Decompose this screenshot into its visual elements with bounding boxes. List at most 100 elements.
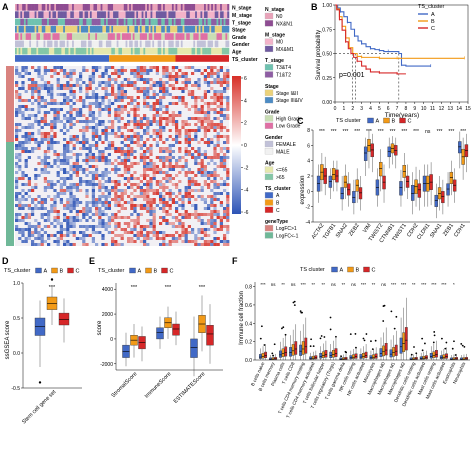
heatmap-cell: [47, 171, 51, 174]
heatmap-cell: [117, 189, 121, 192]
heatmap-cell: [171, 192, 175, 195]
track-label: Grade: [232, 35, 247, 41]
heatmap-cell: [72, 93, 76, 96]
emt-tgfb1-b-box: [331, 168, 336, 181]
heatmap-cell: [40, 204, 44, 207]
annotation-tracks: [15, 4, 230, 62]
track-cell: [163, 47, 166, 55]
heatmap-cell: [15, 108, 19, 111]
track-cell: [100, 25, 103, 33]
heatmap-cell: [136, 69, 140, 72]
immune-ylabel: Immune cell fraction: [239, 291, 245, 345]
emt-significance: ***: [354, 129, 360, 135]
track-cell: [80, 40, 84, 48]
emt-significance: ***: [460, 129, 466, 135]
heatmap-cell: [168, 213, 172, 216]
heatmap-cell: [171, 66, 175, 69]
track-cell: [118, 40, 121, 48]
heatmap-cell: [168, 120, 172, 123]
heatmap-cell: [152, 177, 156, 180]
heatmap-cell: [47, 147, 51, 150]
track-cell: [161, 4, 164, 11]
heatmap-cell: [219, 96, 223, 99]
immune-cell-17-b-box: [432, 351, 436, 358]
heatmap-cell: [175, 66, 179, 69]
heatmap-cell: [191, 90, 195, 93]
heatmap-cell: [213, 129, 217, 132]
track-cell: [116, 40, 119, 48]
track-cell: [134, 40, 137, 48]
heatmap-cell: [69, 150, 73, 153]
heatmap-cell: [66, 72, 70, 75]
heatmap-cell: [91, 120, 95, 123]
heatmap-cell: [72, 216, 76, 219]
track-cell: [82, 11, 85, 18]
heatmap-cell: [24, 213, 28, 216]
heatmap-cell: [133, 189, 137, 192]
heatmap-cell: [27, 183, 31, 186]
track-cell: [202, 4, 205, 11]
heatmap-cell: [104, 132, 108, 135]
heatmap-cell: [165, 117, 169, 120]
heatmap-cell: [155, 114, 159, 117]
track-cell: [113, 25, 116, 33]
heatmap-cell: [168, 180, 172, 183]
legend-swatch: [67, 267, 74, 274]
track-cell: [114, 33, 117, 40]
heatmap-cell: [104, 174, 108, 177]
track-cell: [157, 4, 160, 11]
heatmap-cell: [146, 138, 150, 141]
track-cell: [39, 11, 43, 18]
heatmap-cell: [66, 147, 70, 150]
heatmap-cell: [216, 99, 220, 102]
track-cell: [166, 18, 169, 26]
immune-significance: ***: [391, 282, 397, 287]
heatmap-cell: [24, 165, 28, 168]
track-cell: [116, 47, 119, 55]
heatmap-cell: [24, 240, 28, 243]
heatmap-cell: [130, 81, 134, 84]
heatmap-cell: [187, 141, 191, 144]
heatmap-cell: [63, 159, 67, 162]
track-cell: [100, 4, 103, 11]
heatmap-cell: [123, 216, 127, 219]
heatmap-cell: [136, 72, 140, 75]
heatmap-cell: [165, 150, 169, 153]
heatmap-cell: [162, 129, 166, 132]
heatmap-cell: [146, 102, 150, 105]
track-cell: [114, 25, 117, 33]
heatmap-cell: [53, 72, 57, 75]
heatmap-cell: [69, 123, 73, 126]
heatmap-cell: [191, 93, 195, 96]
heatmap-cell: [47, 210, 51, 213]
heatmap-cell: [27, 225, 31, 228]
track-cell: [198, 18, 201, 26]
heatmap-cell: [53, 234, 57, 237]
heatmap-cell: [139, 153, 143, 156]
track-cell: [48, 18, 51, 26]
heatmap-cell: [72, 183, 76, 186]
heatmap-cell: [40, 234, 44, 237]
heatmap-cell: [53, 216, 57, 219]
heatmap-cell: [15, 66, 19, 69]
track-cell: [155, 18, 158, 26]
heatmap-cell: [143, 156, 147, 159]
track-cell: [168, 11, 171, 18]
heatmap-cell: [152, 165, 156, 168]
immune-outlier: [463, 346, 466, 348]
heatmap-cell: [149, 180, 153, 183]
heatmap-cell: [69, 195, 73, 198]
heatmap-cell: [143, 123, 147, 126]
heatmap-cell: [59, 198, 63, 201]
track-cell: [148, 18, 151, 26]
track-cell: [47, 40, 50, 48]
track-cell: [70, 4, 73, 11]
emt-ylabel: expression: [300, 175, 306, 204]
heatmap-cell: [159, 117, 163, 120]
track-cell: [202, 25, 205, 33]
legend-group-title: TS_cluster: [265, 186, 291, 192]
heatmap-cell: [127, 222, 131, 225]
heatmap-cell: [31, 186, 35, 189]
emt-significance: ***: [437, 129, 443, 135]
